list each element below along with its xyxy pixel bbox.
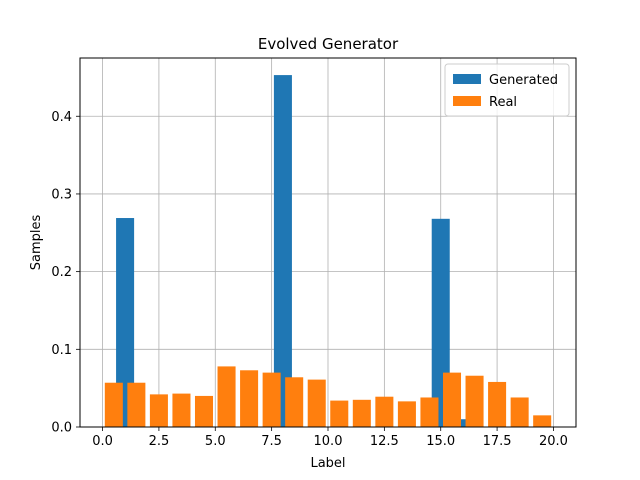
bar-generated: [454, 419, 473, 427]
bar-real: [307, 379, 326, 427]
x-tick-label: 5.0: [205, 434, 226, 449]
bar-real: [240, 370, 259, 427]
bar-real: [194, 395, 214, 427]
legend-swatch-generated: [453, 74, 481, 84]
x-tick-label: 10.0: [314, 434, 343, 449]
legend: Generated Real: [444, 63, 570, 117]
x-axis-title: Label: [310, 456, 345, 471]
x-tick-label: 7.5: [261, 434, 282, 449]
legend-swatch-real: [453, 96, 481, 106]
bar-real: [420, 397, 439, 427]
bar-real: [104, 382, 123, 427]
x-tick-label: 0.0: [92, 434, 113, 449]
bar-real: [172, 393, 191, 427]
x-tick-label: 12.5: [370, 434, 399, 449]
bar-real: [375, 396, 394, 427]
bar-real: [127, 382, 146, 427]
bar-real: [352, 399, 371, 427]
bar-real: [149, 394, 168, 427]
bar-generated: [273, 75, 292, 428]
x-tick-label: 2.5: [149, 434, 170, 449]
x-tick-label: 20.0: [539, 434, 568, 449]
bar-real: [465, 375, 484, 427]
y-tick-label: 0.0: [51, 421, 72, 436]
bar-generated: [116, 218, 135, 427]
y-tick-label: 0.4: [51, 110, 72, 125]
legend-label-real: Real: [489, 95, 517, 110]
bar-real: [285, 377, 304, 427]
legend-label-generated: Generated: [489, 73, 558, 88]
bar-real: [397, 401, 416, 427]
y-tick-label: 0.1: [51, 343, 72, 358]
bar-real: [442, 372, 462, 427]
bar-real: [262, 372, 281, 427]
chart-title: Evolved Generator: [258, 35, 399, 53]
bar-real: [330, 400, 349, 427]
bar-real: [488, 381, 507, 427]
y-axis-title: Samples: [29, 215, 44, 271]
axis-ticks: 0.0 2.5 5.0 7.5 10.0 12.5 15.0 17.5 20.0 0.0 0.1 0.…: [51, 110, 568, 449]
bar-real: [217, 366, 236, 427]
bars-group: [104, 75, 552, 428]
x-tick-label: 17.5: [483, 434, 512, 449]
y-tick-label: 0.2: [51, 265, 72, 280]
bar-real: [533, 415, 552, 427]
y-tick-label: 0.3: [51, 187, 72, 202]
bar-real: [510, 397, 529, 427]
x-tick-label: 15.0: [426, 434, 455, 449]
